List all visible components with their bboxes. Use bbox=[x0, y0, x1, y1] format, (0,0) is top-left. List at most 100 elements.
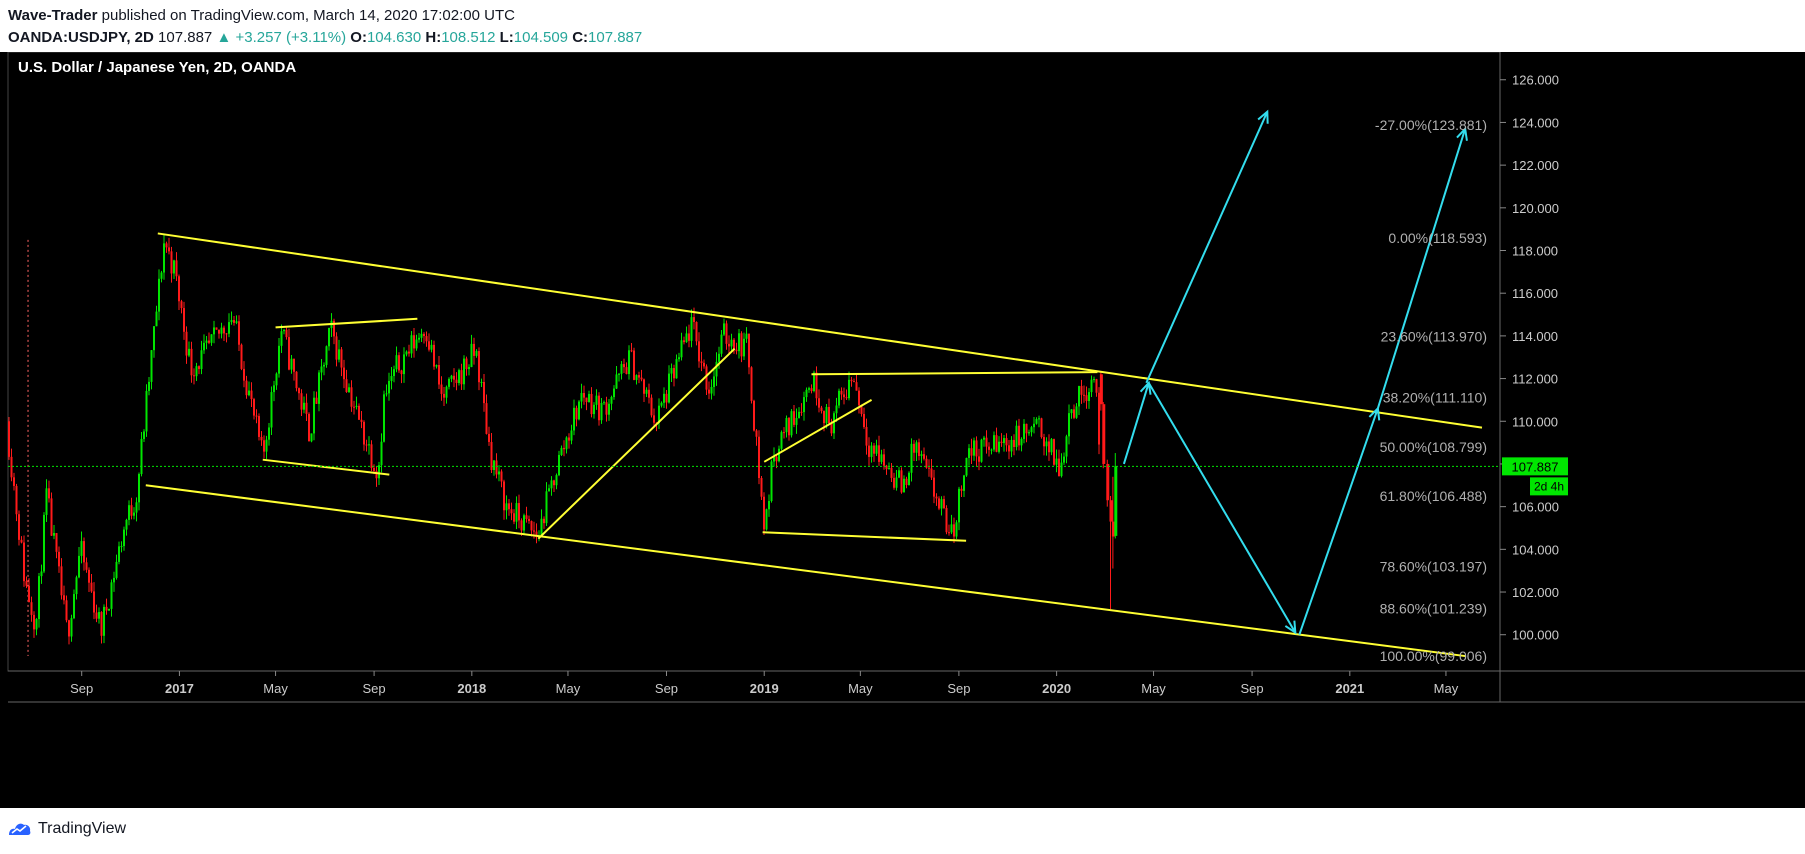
candle-body bbox=[210, 334, 213, 343]
publish-info: Wave-Trader published on TradingView.com… bbox=[8, 7, 515, 24]
candle-body bbox=[195, 366, 198, 377]
candle-body bbox=[83, 541, 85, 563]
candle-body bbox=[470, 343, 473, 368]
price-chart[interactable]: -27.00%(123.881) 0.00%(118.593) 23.60%(113… bbox=[0, 52, 1805, 808]
candle-body bbox=[553, 480, 555, 486]
candle-body bbox=[1003, 438, 1005, 444]
candle-body bbox=[248, 390, 250, 396]
close-label: C: bbox=[572, 29, 589, 46]
candle-body bbox=[245, 380, 248, 396]
candle-body bbox=[850, 379, 853, 382]
author-name[interactable]: Wave-Trader bbox=[8, 7, 98, 24]
candle-body bbox=[288, 337, 290, 370]
candle-body bbox=[770, 461, 773, 502]
countdown-tag bbox=[1530, 477, 1568, 496]
candle-body bbox=[898, 470, 900, 478]
candle-body bbox=[900, 470, 903, 493]
candle-body bbox=[428, 341, 430, 350]
change-arrow-icon: ▲ bbox=[216, 29, 232, 46]
candle-body bbox=[1030, 427, 1033, 433]
candle-body bbox=[440, 384, 443, 394]
candle-body bbox=[1005, 438, 1008, 446]
candle-body bbox=[708, 389, 710, 394]
candle-body bbox=[310, 433, 313, 442]
candle-body bbox=[180, 301, 183, 309]
candle-body bbox=[540, 518, 543, 536]
candle-body bbox=[1008, 445, 1010, 452]
candle-body bbox=[35, 619, 38, 630]
candle-body bbox=[580, 393, 583, 402]
fib-level-label: 38.20%(111.110) bbox=[1383, 390, 1487, 406]
candle-body bbox=[605, 402, 608, 415]
candle-body bbox=[873, 445, 875, 454]
candle-body bbox=[960, 488, 963, 491]
candle-body bbox=[498, 471, 500, 475]
candle-body bbox=[60, 566, 63, 596]
candle-body bbox=[10, 456, 13, 478]
candle-body bbox=[575, 407, 578, 420]
candle-body bbox=[100, 612, 103, 636]
candle-body bbox=[435, 365, 438, 367]
candle-body bbox=[455, 379, 458, 384]
candle-body bbox=[915, 442, 918, 453]
x-tick-label: 2017 bbox=[165, 681, 194, 696]
candle-body bbox=[953, 524, 955, 537]
chart-title: U.S. Dollar / Japanese Yen, 2D, OANDA bbox=[18, 59, 296, 76]
candle-body bbox=[1083, 394, 1085, 396]
candle-body bbox=[338, 349, 340, 360]
candle-body bbox=[570, 430, 573, 441]
candle-body bbox=[645, 389, 648, 394]
trendline bbox=[145, 484, 1466, 658]
candle-body bbox=[315, 397, 318, 404]
candle-body bbox=[400, 370, 403, 375]
candle-body bbox=[1070, 409, 1073, 414]
candle-body bbox=[500, 471, 503, 482]
candle-body bbox=[745, 333, 748, 339]
candle-body bbox=[920, 454, 923, 456]
candle-body bbox=[1065, 436, 1068, 457]
candle-body bbox=[155, 311, 158, 327]
footer-brand[interactable]: TradingView bbox=[38, 820, 127, 837]
candle-body bbox=[125, 519, 128, 530]
candle-body bbox=[965, 457, 968, 476]
candle-body bbox=[493, 460, 495, 470]
candle-body bbox=[508, 503, 510, 510]
candle-body bbox=[878, 445, 880, 462]
candle-body bbox=[415, 339, 418, 349]
candle-body bbox=[108, 608, 110, 611]
candle-body bbox=[588, 393, 590, 402]
candle-body bbox=[130, 505, 133, 516]
candle-body bbox=[355, 405, 358, 407]
candle-body bbox=[635, 375, 638, 380]
candle-body bbox=[883, 454, 885, 466]
trendline bbox=[811, 371, 1098, 376]
candle-body bbox=[218, 329, 220, 334]
candle-body bbox=[40, 571, 43, 577]
high-label: H: bbox=[425, 29, 442, 46]
fib-level-label: 0.00%(118.593) bbox=[1388, 230, 1487, 246]
tradingview-logo-icon[interactable] bbox=[8, 821, 32, 837]
low-label: L: bbox=[499, 29, 514, 46]
candle-body bbox=[185, 331, 188, 356]
candle-body bbox=[183, 308, 185, 332]
last-price: 107.887 bbox=[158, 29, 213, 46]
candle-body bbox=[198, 366, 200, 370]
y-tick-label: 114.000 bbox=[1512, 329, 1558, 344]
candle-body bbox=[623, 364, 625, 368]
candle-body bbox=[1023, 423, 1025, 439]
candle-body bbox=[430, 344, 433, 350]
candle-body bbox=[743, 338, 745, 357]
candle-body bbox=[208, 340, 210, 343]
candle-body bbox=[798, 411, 800, 419]
open-label: O: bbox=[350, 29, 367, 46]
candle-body bbox=[235, 321, 238, 323]
candle-body bbox=[63, 595, 65, 601]
fib-level-label: 78.60%(103.197) bbox=[1380, 558, 1487, 574]
candle-body bbox=[925, 458, 928, 468]
candle-body bbox=[775, 456, 778, 462]
x-tick-label: Sep bbox=[947, 681, 970, 696]
candle-body bbox=[53, 533, 55, 536]
candle-body bbox=[710, 386, 713, 394]
candle-body bbox=[658, 405, 660, 423]
y-tick-label: 122.000 bbox=[1512, 158, 1559, 173]
